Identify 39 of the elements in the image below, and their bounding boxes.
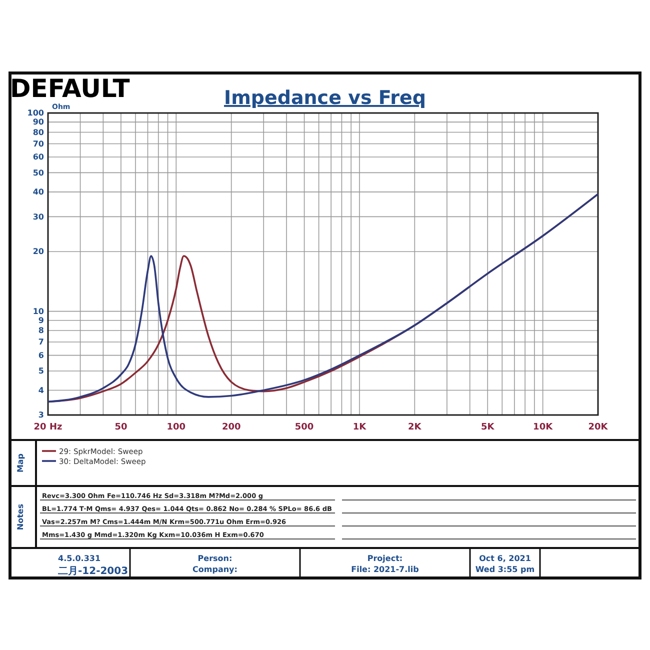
y-tick-label: 8 [38,326,44,336]
x-tick-label: 1K [352,422,368,432]
y-tick-label: 4 [38,386,44,395]
text: Oct 6, 2021 [479,554,532,563]
text: Notes [16,504,25,530]
x-tick-label: 50 [114,422,128,432]
text: Map [16,453,25,473]
y-tick-label: 40 [32,187,44,196]
x-tick-label: 10K [533,422,554,432]
text: Company: [192,565,238,574]
y-tick-label: 5 [38,366,44,376]
y-tick-label: 70 [32,139,44,148]
y-tick-label: 90 [32,118,44,127]
text: Wed 3:55 pm [475,565,535,574]
text: 二月-12-2003 [58,566,128,577]
y-tick-label: 80 [32,128,44,137]
y-tick-label: 3 [38,410,44,420]
y-tick-label: 10 [32,306,44,316]
text: DEFAULT [10,74,130,103]
x-tick-label: 20K [588,422,609,432]
x-tick-label: 100 [166,422,186,432]
y-tick-label: 50 [32,168,44,178]
x-tick-label: 200 [222,422,241,432]
y-tick-label: 9 [38,316,44,325]
x-tick-label: 5K [480,422,496,432]
y-tick-label: 30 [32,212,44,222]
x-tick-label: 20 Hz [34,422,62,432]
x-tick-label: 2K [408,422,422,432]
x-tick-label: 500 [294,422,314,432]
text: 4.5.0.331 [58,554,101,563]
y-tick-label: 20 [32,247,44,256]
y-tick-label: 100 [27,108,44,118]
text: Project: [367,554,403,563]
chart-title: Impedance vs Freq [224,87,426,109]
y-tick-label: 6 [38,350,44,360]
y-tick-label: 60 [32,152,44,162]
text: Person: [198,554,232,563]
text: File: 2021-7.lib [351,565,420,574]
y-tick-label: 7 [38,338,44,347]
